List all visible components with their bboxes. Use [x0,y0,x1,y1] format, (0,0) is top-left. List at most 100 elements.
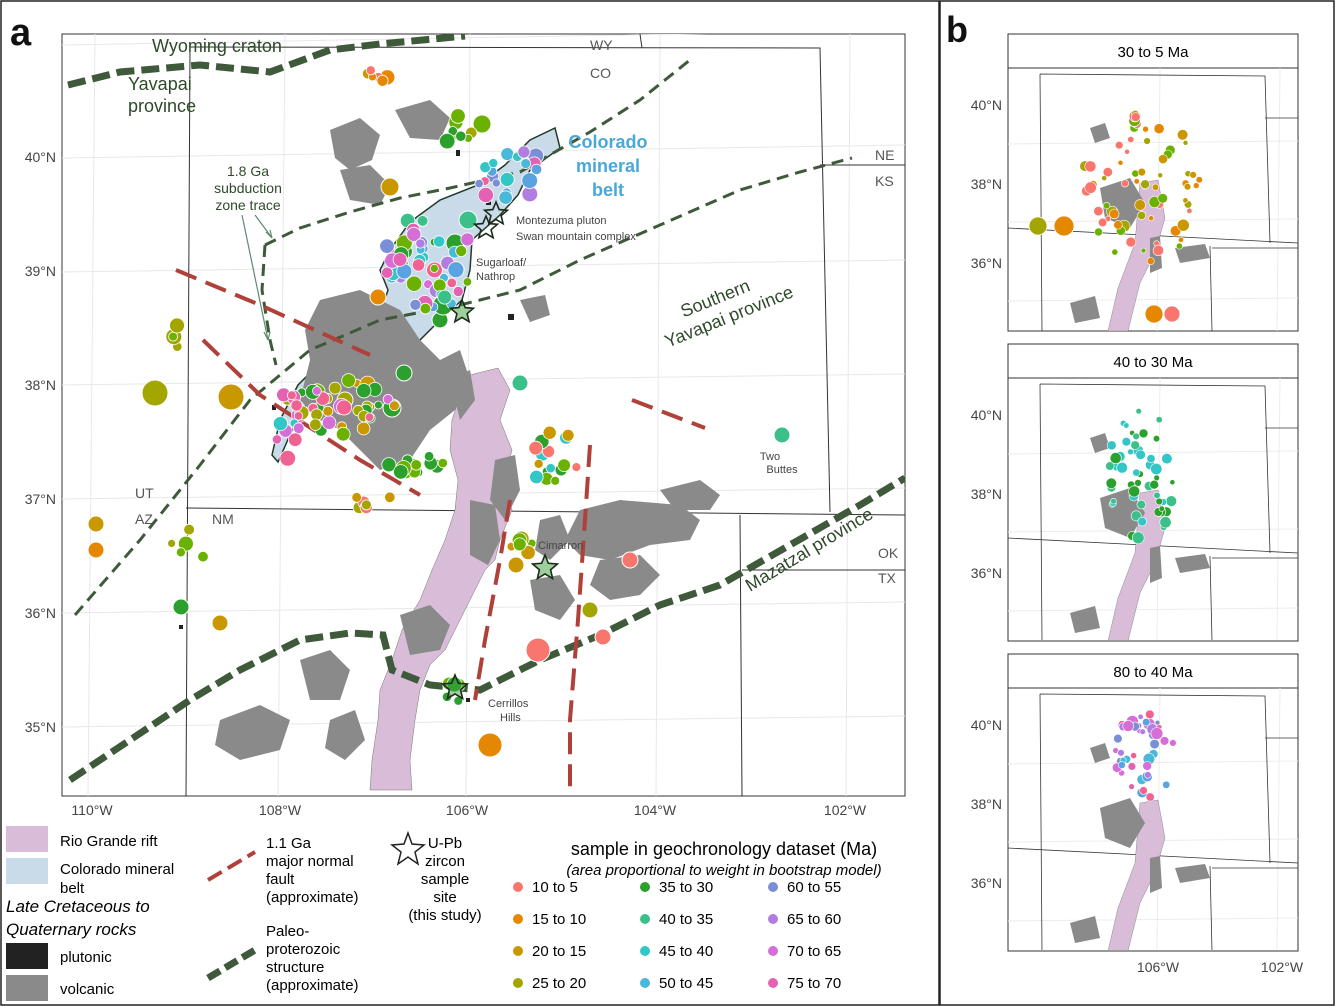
label-cmb-2: mineral [576,156,640,176]
state-label-wy: WY [590,37,613,53]
sample-point [197,551,209,563]
sample-point [477,186,494,204]
sample-point [521,172,538,189]
sample-point [1159,516,1172,529]
sample-point [462,277,473,287]
lat-tick: 38°N [971,486,1002,502]
legend-dot-1 [513,914,523,924]
sample-point [415,238,426,249]
sample-point [1135,449,1146,460]
legend-paleo-3: structure [266,959,324,976]
sample-point [1118,761,1126,769]
legend-star-icon [390,830,426,866]
sample-point [395,364,413,382]
legend-cmb-label-1: Colorado mineral [60,861,174,878]
sample-point [429,263,439,273]
sample-point [1111,248,1119,256]
sample-point [1144,304,1164,324]
label-subduction-2: subduction [214,180,282,196]
sample-point [217,383,245,411]
sample-point [507,556,525,574]
subplot-title: 40 to 30 Ma [1113,354,1193,371]
sample-point [1178,236,1185,243]
sample-point [1116,461,1128,474]
legend-bin-label-8: 50 to 45 [659,975,713,992]
legend-plutonic-label: plutonic [60,949,112,966]
sample-point [380,177,400,197]
legend-volcanic-label: volcanic [60,981,115,998]
sample-point [517,145,531,159]
sample-point [384,491,396,504]
sample-point [1183,183,1192,191]
sample-point [1127,448,1134,456]
graticule-line [1008,917,1298,922]
label-subduction-1: 1.8 Ga [227,163,269,179]
legend-fault-2: major normal [266,853,354,870]
lon-tick-106: 106°W [446,802,489,818]
sample-point [1142,717,1151,727]
sample-point [447,261,465,279]
sample-point [1162,780,1171,789]
lon-tick-110: 110°W [71,802,113,818]
sample-point [488,158,499,169]
sample-point [1157,193,1168,204]
legend-rift-label: Rio Grande rift [60,833,158,850]
legend-upb-5: (this study) [408,907,481,924]
sample-point [1137,167,1147,177]
legend-volcanic-swatch [6,975,48,1001]
u-pb-sample-sites [440,199,560,701]
sample-point [1084,160,1097,173]
lat-tick: 38°N [971,176,1002,192]
sample-point [328,381,342,395]
subduction-label-arrows [241,214,273,341]
sample-point [312,386,322,396]
state-label-nm: NM [212,511,234,527]
label-yavapai-2: province [128,96,196,116]
sample-point [392,252,408,267]
sample-point [1146,454,1156,464]
graticule-line [1008,450,1298,455]
sample-point [309,418,322,431]
sample-point [87,515,105,533]
lat-tick-35: 35°N [25,719,56,735]
sample-point [341,373,356,388]
lon-tick: 106°W [1137,959,1180,975]
sample-point [1139,786,1148,795]
label-cimarron: Cimarron [538,540,583,552]
sample-point [272,416,288,432]
lat-tick: 40°N [971,717,1002,733]
sample-point [211,614,229,632]
sample-point [458,210,478,230]
subplot-strip [1007,33,1299,69]
sample-point [1130,752,1137,759]
label-sugarloaf-1: Sugarloaf/ [476,257,527,269]
sample-point [1155,497,1163,506]
sample-point [373,400,383,410]
state-label-ne: NE [875,147,894,163]
sample-point [446,277,458,289]
major-normal-faults [175,268,706,790]
sample-point [1128,485,1141,498]
lat-tick-40: 40°N [25,149,56,165]
sample-point [512,537,527,552]
sample-point [1142,125,1149,133]
sample-point [1140,179,1150,189]
sample-point [472,114,492,134]
sample-point [450,108,466,124]
legend-paleo-1: Paleo- [266,923,309,940]
state-label-ks: KS [875,173,894,189]
sample-point [499,171,515,187]
lon-tick-102: 102°W [824,802,867,818]
volcanic-rocks [1070,743,1210,943]
subplot-1: 40 to 30 Ma 40°N 38°N 36°N [971,343,1299,642]
sample-point [1125,236,1137,248]
sample-point [542,444,556,458]
sample-point [406,226,422,242]
lat-tick-38: 38°N [25,377,56,393]
sample-point [1108,208,1120,220]
sample-point [169,317,185,334]
subplot-map [1008,68,1298,331]
graticule-line [1276,688,1281,950]
legend-paleo-4: (approximate) [266,977,359,994]
sample-point [1128,783,1135,790]
